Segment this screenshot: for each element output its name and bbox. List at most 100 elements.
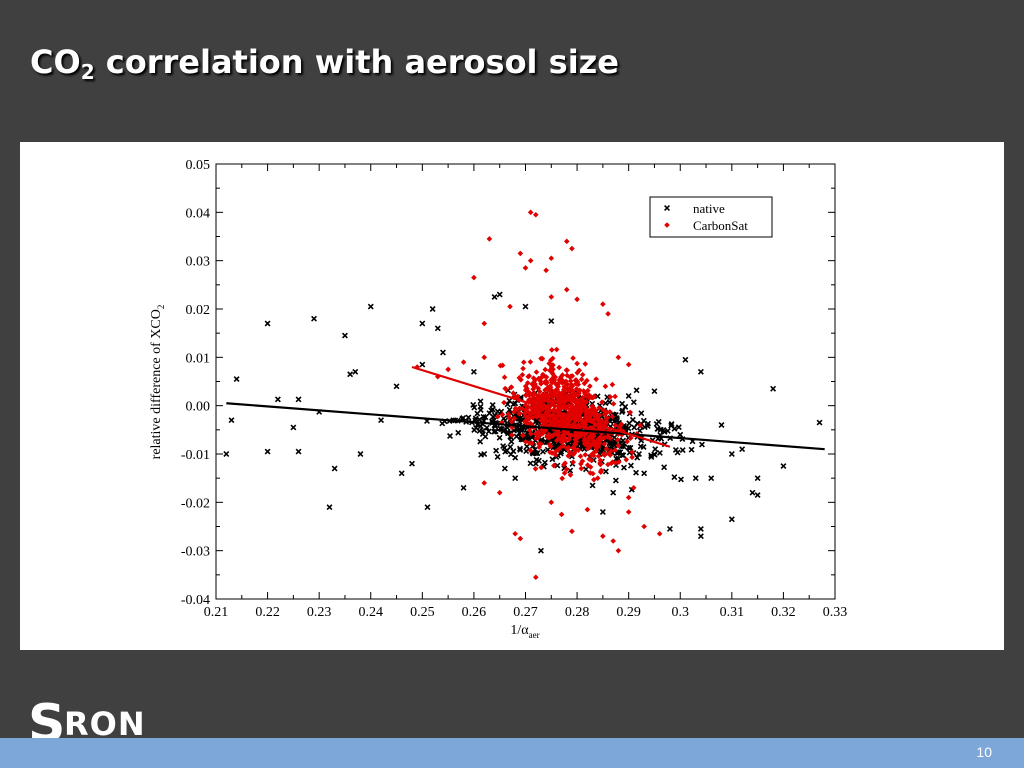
y-tick-label: 0.03 xyxy=(186,255,211,270)
data-point xyxy=(625,361,632,368)
data-point xyxy=(547,357,554,364)
legend-symbol xyxy=(664,205,670,211)
data-point xyxy=(547,367,553,374)
data-point xyxy=(602,383,609,390)
data-point xyxy=(531,384,538,390)
data-point xyxy=(582,404,589,410)
y-tick-label: 0.05 xyxy=(186,158,211,173)
data-point xyxy=(470,368,477,375)
data-point xyxy=(637,422,643,429)
data-point xyxy=(612,447,619,453)
data-point xyxy=(552,374,559,380)
data-point xyxy=(648,454,655,460)
data-point xyxy=(465,414,472,421)
data-point xyxy=(522,303,529,310)
data-point xyxy=(607,435,614,442)
data-point xyxy=(609,459,616,466)
legend-marker-carbonsat xyxy=(664,222,670,228)
data-point xyxy=(538,547,544,554)
data-point xyxy=(574,369,581,376)
data-point xyxy=(552,452,559,458)
data-point xyxy=(527,460,534,467)
data-point xyxy=(559,372,566,378)
data-point xyxy=(625,509,632,515)
data-point xyxy=(553,387,559,393)
data-point xyxy=(569,406,576,413)
data-point xyxy=(568,398,575,405)
data-point xyxy=(636,451,642,457)
data-point xyxy=(580,423,587,429)
data-point xyxy=(507,303,513,310)
data-point xyxy=(481,354,488,361)
x-tick-label: 0.33 xyxy=(823,605,848,620)
data-point xyxy=(585,445,591,452)
data-point xyxy=(612,422,619,429)
data-point xyxy=(527,209,534,216)
data-point xyxy=(754,475,761,482)
data-point xyxy=(615,547,622,554)
data-point xyxy=(501,399,507,406)
data-point xyxy=(481,480,488,486)
data-point xyxy=(574,360,580,367)
data-point xyxy=(543,374,550,380)
data-point xyxy=(542,387,548,393)
data-point xyxy=(534,450,541,457)
data-point xyxy=(393,383,400,390)
data-point xyxy=(582,431,589,438)
data-point xyxy=(500,443,507,450)
data-point xyxy=(622,403,629,410)
data-point xyxy=(600,301,606,307)
x-tick-label: 0.27 xyxy=(513,605,538,620)
data-point xyxy=(621,464,627,471)
data-point xyxy=(481,451,488,457)
data-point xyxy=(575,381,582,388)
data-point xyxy=(352,368,359,375)
data-point xyxy=(521,410,528,417)
data-point xyxy=(538,413,545,420)
y-tick-label: -0.01 xyxy=(181,448,210,463)
data-point xyxy=(603,418,610,425)
data-point xyxy=(587,394,593,400)
data-point xyxy=(572,433,578,439)
data-point xyxy=(561,470,568,476)
data-point xyxy=(567,384,574,391)
data-point xyxy=(590,452,597,459)
data-point xyxy=(573,411,580,417)
data-point xyxy=(559,377,566,383)
data-point xyxy=(728,516,735,523)
data-point xyxy=(610,538,616,544)
data-point xyxy=(515,426,522,433)
data-point xyxy=(601,441,608,447)
data-point xyxy=(585,387,591,394)
data-point xyxy=(553,415,560,422)
data-point xyxy=(655,418,662,425)
data-point xyxy=(563,405,569,412)
data-point xyxy=(529,381,535,387)
data-point xyxy=(295,396,302,403)
data-point xyxy=(367,303,374,310)
data-point xyxy=(572,377,579,384)
data-point xyxy=(600,533,606,539)
data-point xyxy=(501,465,508,472)
data-point xyxy=(661,428,668,435)
x-tick-label: 0.24 xyxy=(359,605,384,620)
data-point xyxy=(264,448,271,455)
data-point xyxy=(654,426,661,432)
data-point xyxy=(398,470,405,477)
data-point xyxy=(486,236,493,242)
data-point xyxy=(564,372,570,379)
data-point xyxy=(553,346,560,353)
data-point xyxy=(510,390,517,397)
data-point xyxy=(541,373,548,379)
data-point xyxy=(675,424,682,431)
data-point xyxy=(612,428,619,435)
data-point xyxy=(538,417,545,423)
data-point xyxy=(708,475,715,482)
data-point xyxy=(641,470,648,477)
data-point xyxy=(587,383,593,389)
data-point xyxy=(501,374,508,381)
data-point xyxy=(656,449,663,456)
legend-label-native: native xyxy=(693,201,725,216)
data-point xyxy=(537,378,544,384)
y-tick-label: 0.04 xyxy=(186,206,211,221)
